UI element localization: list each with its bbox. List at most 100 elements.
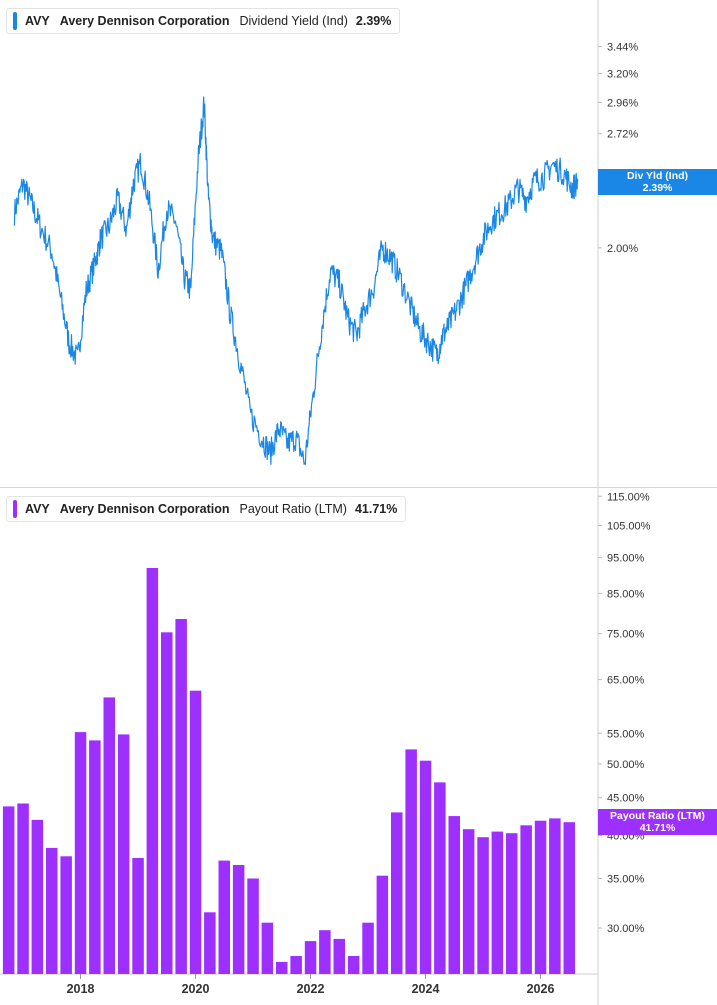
yield-data-point [60, 297, 61, 298]
payout-bar [534, 820, 547, 974]
payout-bar [2, 806, 15, 974]
payout-tag-value: 41.71% [639, 822, 676, 835]
yield-data-point [126, 229, 127, 230]
payout-bar [261, 922, 274, 974]
yield-data-point [313, 393, 314, 394]
payout-bar [17, 803, 29, 974]
x-tick-label: 2020 [182, 982, 210, 996]
yield-data-point [457, 308, 458, 309]
yield-data-point [304, 462, 305, 463]
yield-data-point [411, 308, 412, 309]
payout-bar [103, 697, 115, 974]
payout-y-tick-label: 95.00% [607, 553, 645, 565]
yield-data-point [365, 308, 366, 309]
yield-y-tick-label: 2.72% [607, 129, 638, 141]
yield-data-point [68, 342, 69, 343]
yield-data-point [500, 212, 501, 213]
yield-data-point [330, 270, 331, 271]
yield-data-point [238, 354, 239, 355]
payout-y-tick-label: 75.00% [607, 629, 645, 641]
payout-bar [189, 690, 202, 974]
yield-tag-value: 2.39% [642, 181, 673, 194]
yield-data-point [287, 443, 288, 444]
payout-bar [419, 760, 432, 974]
yield-data-point [100, 238, 101, 239]
payout-legend-value: 41.71% [354, 502, 398, 516]
yield-data-point [250, 413, 251, 414]
payout-bar [462, 829, 475, 974]
yield-data-point [212, 238, 213, 239]
payout-bar [491, 831, 504, 974]
payout-ratio-series [2, 568, 575, 974]
payout-bar [232, 865, 245, 974]
payout-bar [290, 956, 302, 974]
payout-bar [506, 833, 518, 974]
payout-bar [161, 632, 173, 974]
yield-legend-swatch [13, 12, 17, 30]
yield-data-point [77, 359, 78, 360]
yield-data-point [543, 177, 544, 178]
payout-legend-swatch [13, 500, 17, 518]
yield-data-point [117, 199, 118, 200]
payout-value-tag: Payout Ratio (LTM) 41.71% [598, 809, 717, 836]
yield-data-point [465, 286, 466, 287]
payout-y-tick-label: 65.00% [607, 675, 645, 687]
yield-y-axis: 3.44% 3.20% 2.96% 2.72% 2.00% [598, 42, 638, 255]
payout-y-tick-label: 85.00% [607, 588, 645, 600]
yield-data-point [261, 437, 262, 438]
payout-y-tick-label: 45.00% [607, 793, 645, 805]
payout-legend-company: Avery Dennison Corporation [59, 502, 230, 516]
yield-y-tick-label: 2.00% [607, 243, 638, 255]
x-axis: 2018 2020 2022 2024 2026 [67, 974, 555, 996]
yield-data-point [448, 325, 449, 326]
payout-bar [319, 930, 331, 974]
yield-data-point [22, 183, 23, 184]
payout-bar [477, 837, 489, 974]
yield-data-point [428, 342, 429, 343]
yield-data-point [183, 276, 184, 277]
payout-legend: AVY Avery Dennison Corporation Payout Ra… [6, 496, 407, 522]
payout-bar [89, 740, 101, 974]
yield-data-point [572, 187, 573, 188]
yield-data-point [419, 330, 420, 331]
payout-y-tick-label: 35.00% [607, 873, 645, 885]
payout-bar [31, 819, 44, 974]
yield-data-point [382, 247, 383, 248]
yield-data-point [551, 164, 552, 165]
payout-bar [549, 818, 561, 974]
yield-data-point [221, 251, 222, 252]
payout-bar [46, 847, 58, 974]
yield-data-point [140, 161, 141, 162]
yield-data-point [149, 204, 150, 205]
yield-data-point [577, 181, 578, 182]
payout-bar [304, 941, 317, 974]
payout-bar [391, 812, 403, 974]
yield-data-point [190, 291, 191, 292]
payout-y-tick-label: 55.00% [607, 728, 645, 740]
yield-data-point [158, 270, 159, 271]
payout-y-tick-label: 30.00% [607, 923, 645, 935]
yield-y-tick-label: 2.96% [607, 97, 638, 109]
yield-legend-metric: Dividend Yield (Ind) [239, 14, 348, 28]
payout-bar [74, 732, 87, 974]
x-tick-label: 2026 [527, 982, 555, 996]
x-tick-label: 2018 [67, 982, 95, 996]
dividend-yield-line [13, 96, 579, 465]
x-tick-label: 2024 [412, 982, 440, 996]
payout-bar [405, 749, 417, 974]
yield-tag-label: Div Yld (Ind) [626, 169, 689, 182]
payout-tag-label: Payout Ratio (LTM) [610, 810, 705, 823]
payout-bar [146, 568, 159, 974]
yield-data-point [339, 282, 340, 283]
payout-bar [218, 860, 230, 974]
yield-data-point [133, 183, 134, 184]
yield-data-point [31, 204, 32, 205]
yield-data-point [40, 226, 41, 227]
yield-data-point [491, 220, 492, 221]
payout-bar [175, 619, 187, 974]
yield-y-tick-label: 3.44% [607, 42, 638, 54]
yield-data-point [278, 428, 279, 429]
payout-bar [117, 734, 130, 974]
yield-data-point [270, 453, 271, 454]
yield-data-point [296, 437, 297, 438]
